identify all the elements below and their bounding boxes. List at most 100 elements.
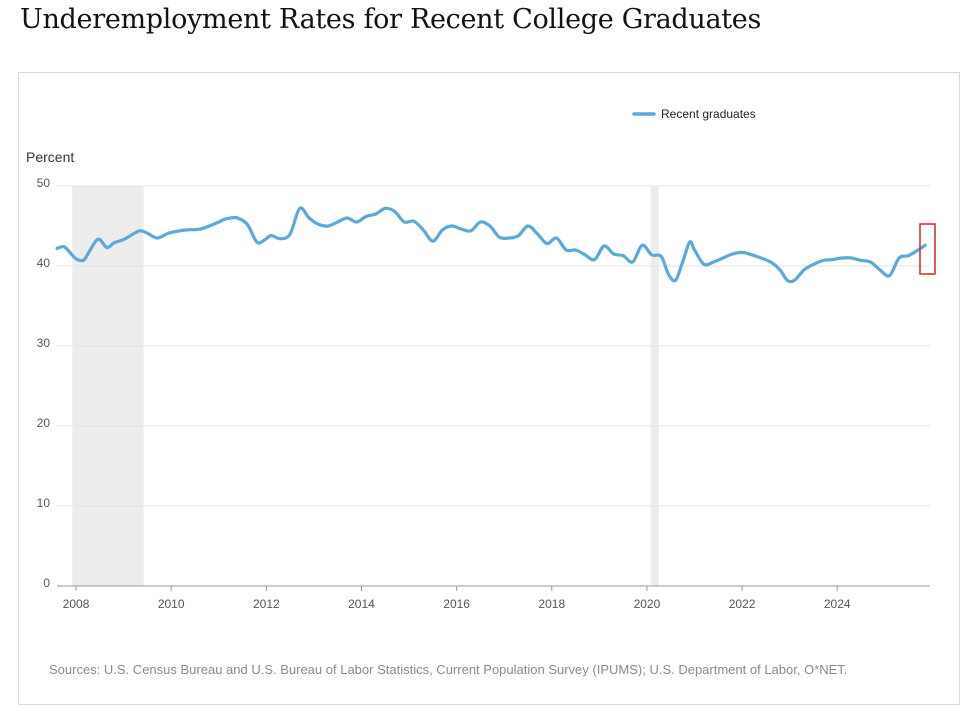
legend[interactable]: Recent graduates bbox=[632, 107, 756, 121]
data-point[interactable] bbox=[730, 251, 736, 257]
data-point[interactable] bbox=[111, 240, 117, 246]
data-point[interactable] bbox=[784, 277, 790, 283]
data-point[interactable] bbox=[144, 230, 150, 236]
data-point[interactable] bbox=[680, 259, 686, 265]
data-point[interactable] bbox=[335, 219, 341, 225]
data-point[interactable] bbox=[54, 245, 60, 251]
data-point[interactable] bbox=[573, 247, 579, 253]
data-point[interactable] bbox=[363, 213, 369, 219]
data-point[interactable] bbox=[268, 233, 274, 239]
data-point[interactable] bbox=[73, 256, 79, 262]
data-point[interactable] bbox=[468, 228, 474, 234]
data-point[interactable] bbox=[563, 247, 569, 253]
data-point[interactable] bbox=[649, 252, 655, 258]
data-point[interactable] bbox=[487, 223, 493, 229]
data-point[interactable] bbox=[254, 239, 260, 245]
data-point[interactable] bbox=[630, 259, 636, 265]
data-point[interactable] bbox=[228, 215, 234, 221]
data-point[interactable] bbox=[601, 243, 607, 249]
data-point[interactable] bbox=[868, 259, 874, 265]
data-point[interactable] bbox=[306, 215, 312, 221]
data-point[interactable] bbox=[506, 235, 512, 241]
data-point[interactable] bbox=[922, 242, 928, 248]
data-point[interactable] bbox=[582, 252, 588, 258]
data-point[interactable] bbox=[535, 231, 541, 237]
data-point[interactable] bbox=[154, 235, 160, 241]
data-point[interactable] bbox=[97, 237, 103, 243]
data-point[interactable] bbox=[80, 257, 86, 263]
data-point[interactable] bbox=[420, 227, 426, 233]
data-point[interactable] bbox=[858, 257, 864, 263]
data-point[interactable] bbox=[665, 271, 671, 277]
data-point[interactable] bbox=[592, 257, 598, 263]
data-point[interactable] bbox=[325, 223, 331, 229]
data-point[interactable] bbox=[801, 267, 807, 273]
data-point[interactable] bbox=[382, 205, 388, 211]
data-point[interactable] bbox=[439, 227, 445, 233]
data-point[interactable] bbox=[183, 227, 189, 233]
data-point[interactable] bbox=[401, 219, 407, 225]
data-point[interactable] bbox=[554, 235, 560, 241]
y-tick-label-50: 50 bbox=[37, 176, 51, 190]
data-point[interactable] bbox=[758, 255, 764, 261]
data-point[interactable] bbox=[235, 215, 241, 221]
data-point[interactable] bbox=[104, 245, 110, 251]
data-point[interactable] bbox=[687, 239, 693, 245]
data-point[interactable] bbox=[906, 253, 912, 259]
data-point[interactable] bbox=[791, 277, 797, 283]
data-point[interactable] bbox=[137, 228, 143, 234]
data-point[interactable] bbox=[777, 267, 783, 273]
data-point[interactable] bbox=[820, 257, 826, 263]
data-point[interactable] bbox=[720, 255, 726, 261]
data-point[interactable] bbox=[221, 217, 227, 223]
data-point[interactable] bbox=[611, 251, 617, 257]
page-title: Underemployment Rates for Recent College… bbox=[20, 4, 762, 35]
data-point[interactable] bbox=[449, 223, 455, 229]
data-point[interactable] bbox=[121, 237, 127, 243]
data-point[interactable] bbox=[658, 253, 664, 259]
data-point[interactable] bbox=[287, 231, 293, 237]
data-point[interactable] bbox=[130, 231, 136, 237]
data-point[interactable] bbox=[544, 241, 550, 247]
data-point[interactable] bbox=[496, 234, 502, 240]
data-point[interactable] bbox=[316, 221, 322, 227]
x-tick-label-2022: 2022 bbox=[729, 597, 756, 611]
data-point[interactable] bbox=[354, 219, 360, 225]
data-point[interactable] bbox=[839, 255, 845, 261]
data-point[interactable] bbox=[278, 236, 284, 242]
data-point[interactable] bbox=[297, 205, 303, 211]
data-point[interactable] bbox=[620, 253, 626, 259]
y-tick-label-10: 10 bbox=[37, 496, 51, 510]
data-point[interactable] bbox=[692, 247, 698, 253]
data-point[interactable] bbox=[830, 257, 836, 263]
data-point[interactable] bbox=[430, 238, 436, 244]
data-point[interactable] bbox=[639, 242, 645, 248]
data-point[interactable] bbox=[516, 233, 522, 239]
data-point[interactable] bbox=[261, 237, 267, 243]
data-point[interactable] bbox=[525, 223, 531, 229]
data-point[interactable] bbox=[61, 244, 67, 250]
data-point[interactable] bbox=[739, 249, 745, 255]
data-point[interactable] bbox=[244, 221, 250, 227]
data-point[interactable] bbox=[373, 211, 379, 217]
data-point[interactable] bbox=[68, 251, 74, 257]
data-point[interactable] bbox=[849, 255, 855, 261]
data-point[interactable] bbox=[392, 209, 398, 215]
data-point[interactable] bbox=[711, 259, 717, 265]
data-point[interactable] bbox=[477, 219, 483, 225]
data-point[interactable] bbox=[168, 229, 174, 235]
data-point[interactable] bbox=[197, 226, 203, 232]
data-point[interactable] bbox=[768, 259, 774, 265]
data-point[interactable] bbox=[411, 218, 417, 224]
data-point[interactable] bbox=[749, 252, 755, 258]
data-point[interactable] bbox=[701, 261, 707, 267]
data-point[interactable] bbox=[458, 226, 464, 232]
data-point[interactable] bbox=[887, 273, 893, 279]
data-point[interactable] bbox=[810, 261, 816, 267]
data-point[interactable] bbox=[896, 255, 902, 261]
data-point[interactable] bbox=[673, 277, 679, 283]
data-point[interactable] bbox=[85, 251, 91, 257]
data-point[interactable] bbox=[877, 267, 883, 273]
data-point[interactable] bbox=[206, 223, 212, 229]
data-point[interactable] bbox=[344, 215, 350, 221]
